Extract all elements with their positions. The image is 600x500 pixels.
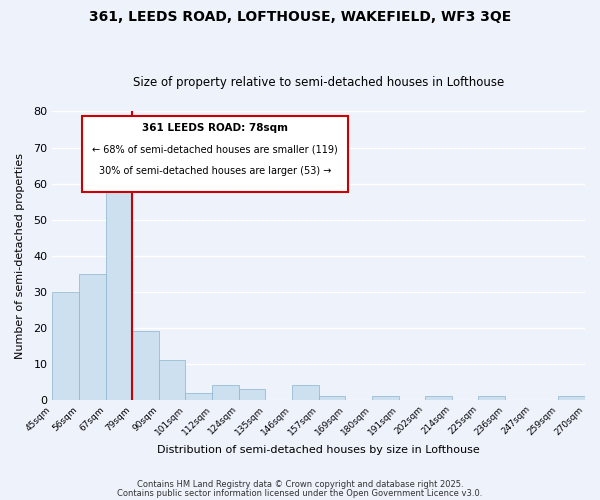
Text: 361 LEEDS ROAD: 78sqm: 361 LEEDS ROAD: 78sqm [142,123,288,133]
Text: Contains HM Land Registry data © Crown copyright and database right 2025.: Contains HM Land Registry data © Crown c… [137,480,463,489]
Title: Size of property relative to semi-detached houses in Lofthouse: Size of property relative to semi-detach… [133,76,504,90]
Text: ← 68% of semi-detached houses are smaller (119): ← 68% of semi-detached houses are smalle… [92,144,338,154]
Bar [79,274,106,400]
X-axis label: Distribution of semi-detached houses by size in Lofthouse: Distribution of semi-detached houses by … [157,445,480,455]
Bar [372,396,398,400]
Bar [239,389,265,400]
Bar [52,292,79,400]
Text: 30% of semi-detached houses are larger (53) →: 30% of semi-detached houses are larger (… [98,166,331,176]
Y-axis label: Number of semi-detached properties: Number of semi-detached properties [15,152,25,358]
Bar [292,386,319,400]
Text: 361, LEEDS ROAD, LOFTHOUSE, WAKEFIELD, WF3 3QE: 361, LEEDS ROAD, LOFTHOUSE, WAKEFIELD, W… [89,10,511,24]
Bar [212,386,239,400]
Bar [106,166,132,400]
FancyBboxPatch shape [82,116,348,192]
Bar [478,396,505,400]
Bar [159,360,185,400]
Bar [319,396,345,400]
Bar [425,396,452,400]
Text: Contains public sector information licensed under the Open Government Licence v3: Contains public sector information licen… [118,489,482,498]
Bar [559,396,585,400]
Bar [185,392,212,400]
Bar [132,332,159,400]
